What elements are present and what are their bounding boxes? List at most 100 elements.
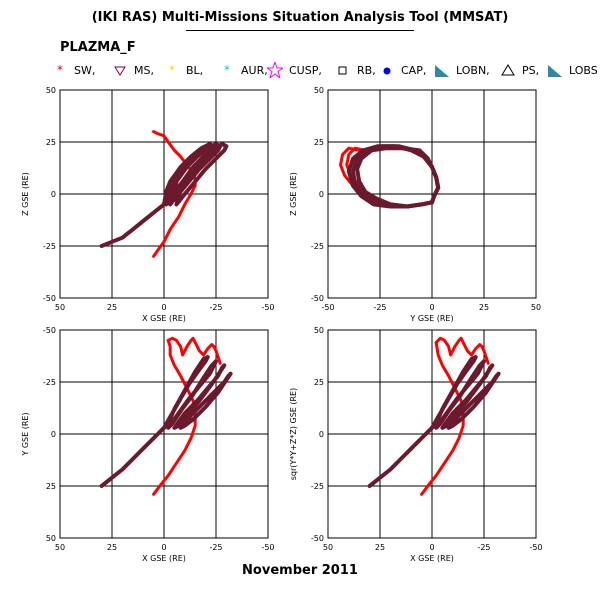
square-icon [335,62,351,78]
y-tick-label: -50 [311,534,324,543]
y-tick-label: -25 [43,242,56,251]
y-axis-title: sqr(Y*Y+Z*Z) GSE (RE) [289,388,298,481]
magnetopause-line [434,336,490,365]
star-icon: * [52,62,68,78]
orbit-line [162,355,210,430]
legend-label: RB, [357,63,376,77]
x-tick-label: 0 [161,303,166,312]
page-title: (IKI RAS) Multi-Missions Situation Analy… [91,10,509,25]
y-tick-label: 50 [46,534,56,543]
series-group [99,336,233,496]
x-tick-label: 50 [55,543,65,552]
magnetopause-line [339,146,361,188]
orbit-line [99,425,166,488]
y-tick-label: 0 [51,190,56,199]
magnetopause-line [166,336,222,365]
series-group [339,144,441,209]
x-axis-title: X GSE (RE) [142,554,186,563]
y-tick-label: 25 [314,378,324,387]
y-tick-label: 25 [314,138,324,147]
x-tick-label: 0 [161,543,166,552]
x-tick-label: 25 [107,303,117,312]
legend-label: CAP, [401,63,427,77]
legend-item-sw: * SW, [52,60,95,80]
legend-item-ms: MS, [112,60,154,80]
x-tick-label: -50 [321,303,334,312]
orbit-line [164,144,218,207]
star-icon: * [219,62,235,78]
legend: * SW, MS, * BL, * AUR, CUSP, RB, CAP, LOBN, PS, LOBS [52,60,598,80]
x-tick-label: -25 [209,303,222,312]
legend-label: AUR, [241,63,268,77]
triangle-down-icon [112,62,128,78]
x-axis-title: X GSE (RE) [410,554,454,563]
x-tick-label: -50 [261,303,274,312]
big-star-icon [265,60,285,80]
plot-panel-bottom-left: 50 25 0 -25 -50 -50 -25 0 25 50 X GSE (RE) Y GSE (R… [21,326,275,563]
dot-icon [379,62,395,78]
x-tick-label: -25 [477,543,490,552]
legend-item-bl: * BL, [164,60,203,80]
orbit-line [178,371,233,430]
y-tick-label: -50 [43,326,56,335]
date-footer: November 2011 [242,563,358,578]
x-tick-label: -25 [209,543,222,552]
series-group [99,130,229,258]
legend-item-rb: RB, [335,60,376,80]
plot-panel-top-right: -50 -25 0 25 50 50 25 0 -25 -50 Y GSE (RE) Z GSE (R… [289,86,541,323]
y-tick-label: 25 [46,138,56,147]
svg-text:*: * [169,63,175,77]
y-tick-label: 50 [314,326,324,335]
orbit-line [172,363,227,430]
orbit-line [174,142,229,207]
y-tick-label: -25 [43,378,56,387]
legend-item-cusp: CUSP, [265,60,322,80]
x-tick-label: 25 [479,303,489,312]
y-tick-label: -50 [43,294,56,303]
x-axis-title: X GSE (RE) [142,314,186,323]
orbit-line [434,359,486,430]
legend-label: LOBS [569,63,598,77]
orbit-line [440,363,495,430]
y-axis-title: Z GSE (RE) [21,172,30,216]
y-tick-label: -25 [311,242,324,251]
mission-name: PLAZMA_F [60,40,136,55]
orbit-line [355,146,441,209]
x-tick-label: -50 [529,543,542,552]
legend-label: MS, [134,63,154,77]
legend-item-lobs: LOBS [547,60,598,80]
legend-item-ps: PS, [500,60,539,80]
legend-item-aur: * AUR, [219,60,268,80]
x-axis-title: Y GSE (RE) [409,314,453,323]
wedge-icon [547,62,563,78]
y-axis-title: Y GSE (RE) [21,412,30,456]
x-tick-label: 50 [323,543,333,552]
legend-label: LOBN, [456,63,490,77]
x-tick-label: -25 [373,303,386,312]
x-tick-label: 0 [429,543,434,552]
x-tick-label: 25 [375,543,385,552]
y-tick-label: 50 [314,86,324,95]
wedge-icon [434,62,450,78]
orbit-line [367,425,434,488]
legend-label: CUSP, [289,63,322,77]
star-icon: * [164,62,180,78]
orbit-line [430,355,478,430]
legend-item-lobn: LOBN, [434,60,490,80]
title-underline [186,30,414,31]
y-tick-label: 50 [46,86,56,95]
y-axis-title: Z GSE (RE) [289,172,298,216]
legend-item-cap: CAP, [379,60,426,80]
x-tick-label: 50 [531,303,541,312]
y-tick-label: 25 [46,482,56,491]
triangle-icon [500,62,516,78]
y-tick-label: 0 [319,430,324,439]
legend-label: PS, [522,63,540,77]
svg-text:*: * [57,63,63,77]
legend-label: BL, [186,63,204,77]
series-group [367,336,501,496]
orbit-line [446,371,501,430]
